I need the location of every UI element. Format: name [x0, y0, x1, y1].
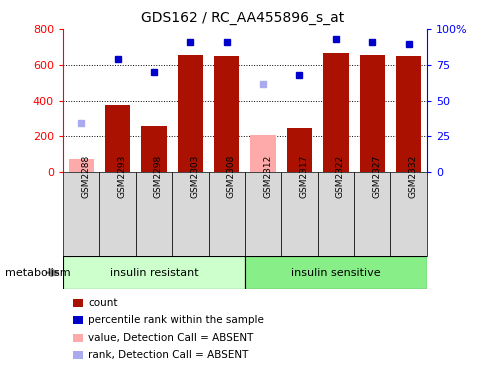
Bar: [244, 256, 426, 289]
Text: GSM2303: GSM2303: [190, 154, 199, 198]
Bar: [317, 172, 353, 256]
Bar: [250, 135, 275, 172]
Text: count: count: [88, 298, 118, 308]
Text: rank, Detection Call = ABSENT: rank, Detection Call = ABSENT: [88, 350, 248, 361]
Bar: [395, 56, 421, 172]
Bar: [63, 256, 244, 289]
Bar: [172, 172, 208, 256]
Bar: [141, 126, 166, 172]
Text: GSM2312: GSM2312: [262, 154, 272, 198]
Bar: [286, 128, 312, 172]
Bar: [281, 172, 317, 256]
Bar: [177, 55, 203, 172]
Text: GDS162 / RC_AA455896_s_at: GDS162 / RC_AA455896_s_at: [140, 11, 344, 25]
Text: value, Detection Call = ABSENT: value, Detection Call = ABSENT: [88, 333, 253, 343]
Text: GSM2317: GSM2317: [299, 154, 308, 198]
Text: GSM2293: GSM2293: [117, 154, 126, 198]
Bar: [63, 172, 99, 256]
Text: GSM2298: GSM2298: [153, 154, 163, 198]
Bar: [99, 172, 136, 256]
Bar: [390, 172, 426, 256]
Text: GSM2288: GSM2288: [81, 154, 90, 198]
Bar: [68, 158, 94, 172]
Bar: [359, 55, 384, 172]
Text: GSM2327: GSM2327: [372, 154, 380, 198]
Bar: [244, 172, 281, 256]
Text: GSM2322: GSM2322: [335, 155, 344, 198]
Text: insulin sensitive: insulin sensitive: [290, 268, 380, 278]
Bar: [353, 172, 390, 256]
Bar: [105, 105, 130, 172]
Text: percentile rank within the sample: percentile rank within the sample: [88, 315, 264, 325]
Bar: [213, 56, 239, 172]
Text: GSM2308: GSM2308: [226, 154, 235, 198]
Bar: [322, 53, 348, 172]
Bar: [136, 172, 172, 256]
Text: insulin resistant: insulin resistant: [109, 268, 198, 278]
Text: GSM2332: GSM2332: [408, 154, 417, 198]
Text: metabolism: metabolism: [5, 268, 70, 278]
Bar: [208, 172, 244, 256]
